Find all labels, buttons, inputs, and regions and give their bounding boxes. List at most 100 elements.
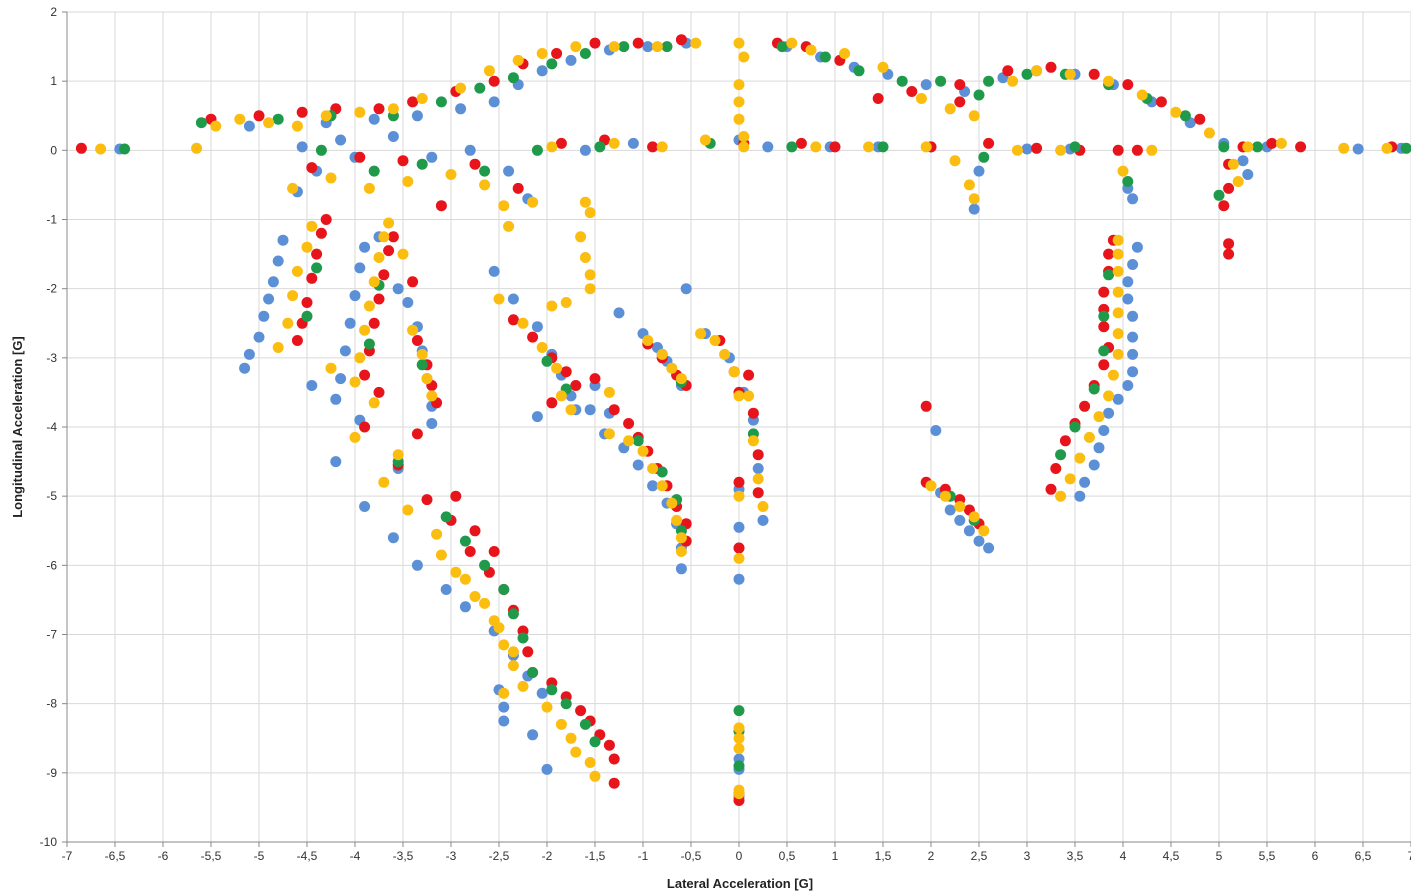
data-point [411,428,423,440]
data-point [675,546,687,557]
data-point [579,718,591,730]
data-point [272,342,284,353]
data-point [479,559,491,571]
data-point [1103,248,1115,260]
data-point [1127,259,1139,270]
data-point [541,355,553,367]
data-point [450,490,462,502]
data-point [507,314,519,326]
data-point [512,182,524,194]
data-point [570,41,582,53]
data-point [95,143,107,155]
data-point [1031,142,1043,154]
data-point [762,141,774,153]
data-point [551,48,563,59]
data-point [531,144,543,156]
data-point [738,141,750,153]
data-point [1251,141,1263,153]
data-point [656,480,668,492]
data-point [786,141,798,153]
data-point [267,276,279,288]
data-point [469,525,481,537]
data-point [584,207,596,219]
data-point [728,366,740,378]
data-point [1203,127,1215,139]
x-tick-label: -5 [254,849,265,863]
data-point [1122,293,1134,305]
data-point [1242,141,1254,153]
data-point [632,435,644,447]
y-tick-label: 0 [50,143,57,157]
x-tick-label: 3,5 [1067,849,1084,863]
data-point [527,331,539,343]
data-point [584,283,596,295]
data-point [498,715,510,727]
data-point [1227,158,1239,170]
data-point [416,348,428,360]
data-point [935,75,947,87]
data-point [498,639,510,651]
data-point [272,255,284,267]
x-tick-label: -2,5 [489,849,510,863]
y-tick-label: -6 [46,558,57,572]
data-point [1112,348,1124,360]
data-point [1069,141,1081,153]
data-point [1352,143,1364,155]
data-point [743,369,755,381]
data-point [1098,321,1110,333]
data-point [1074,452,1086,464]
data-point [608,137,620,149]
data-point [632,37,644,49]
data-point [1050,463,1062,474]
data-point [421,494,433,506]
data-point [608,404,620,416]
data-point [968,110,980,122]
data-point [983,542,995,554]
data-point [498,584,510,595]
data-point [565,404,577,416]
data-point [709,335,721,346]
data-point [1069,421,1081,433]
data-point [392,449,404,461]
data-point [661,41,673,53]
x-tick-label: -1,5 [585,849,606,863]
data-point [608,777,620,789]
x-tick-label: 4 [1120,849,1127,863]
data-point [306,162,318,174]
data-point [1021,68,1033,80]
x-tick-label: 4,5 [1163,849,1180,863]
data-point [1127,348,1139,360]
data-point [930,425,942,436]
data-point [1107,369,1119,381]
data-point [1055,490,1067,502]
data-point [555,390,567,402]
data-point [263,117,275,129]
data-point [579,196,591,208]
data-point [507,646,519,658]
data-point [339,345,351,357]
data-point [243,120,255,132]
data-point [320,214,332,225]
data-point [1223,238,1235,250]
data-point [407,324,419,336]
data-point [287,182,299,194]
data-point [983,137,995,149]
data-point [1098,286,1110,298]
data-point [675,532,687,544]
data-point [1002,65,1014,77]
data-point [690,37,702,49]
data-point [488,96,500,108]
data-point [1338,142,1350,154]
x-tick-label: 5 [1216,849,1223,863]
data-point [330,393,342,405]
data-point [733,743,745,755]
data-point [1098,345,1110,357]
data-point [349,376,361,388]
data-point [431,528,443,540]
data-point [335,134,347,146]
data-point [387,103,399,115]
data-point [920,141,932,153]
data-point [493,293,505,305]
data-point [373,103,385,115]
data-point [488,265,500,277]
